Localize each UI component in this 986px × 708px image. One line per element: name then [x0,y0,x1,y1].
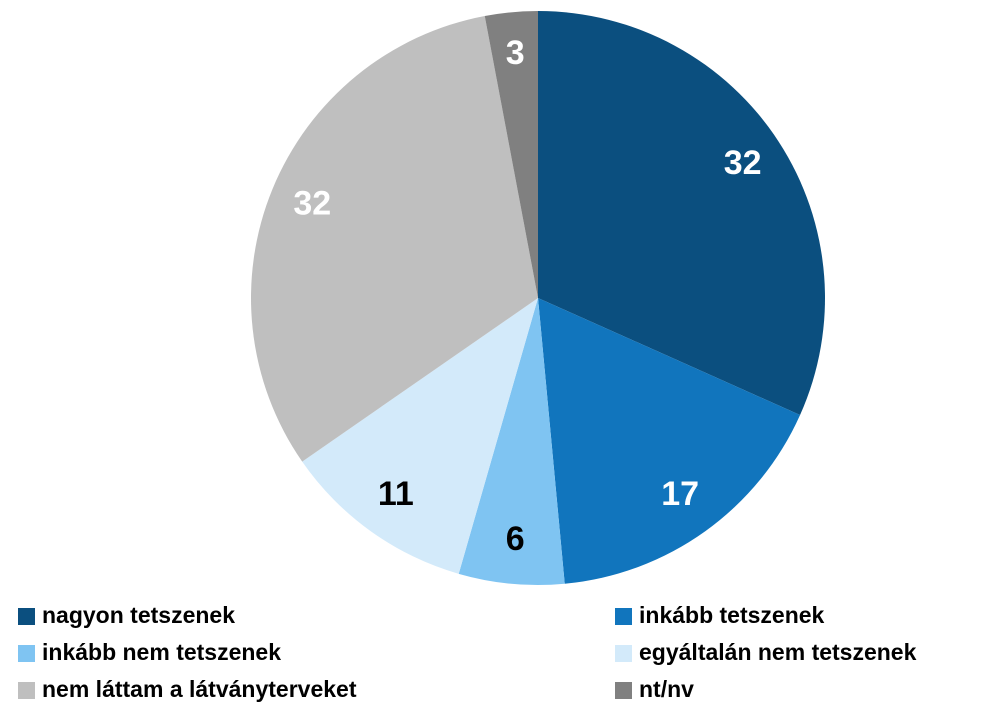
slice-label: 3 [506,34,525,72]
slice-label: 17 [661,475,699,513]
legend-label: inkább tetszenek [639,602,825,628]
legend-swatch [615,608,632,625]
slice-label: 11 [378,475,414,513]
legend-label: nt/nv [639,676,694,702]
pie-slice [538,11,825,416]
pie-slice [484,11,538,298]
legend-swatch [18,645,35,662]
pie-slice [458,298,565,585]
legend-label: nagyon tetszenek [42,602,235,628]
legend-swatch [18,608,35,625]
legend-label: egyáltalán nem tetszenek [639,639,917,665]
slice-label: 32 [293,185,331,223]
slice-label: 6 [506,520,525,558]
legend-swatch [18,682,35,699]
slice-label: 32 [724,144,762,182]
legend-swatch [615,645,632,662]
pie-slice [538,298,801,584]
pie-slice [251,15,538,462]
legend-label: inkább nem tetszenek [42,639,281,665]
legend-swatch [615,682,632,699]
pie-slice [302,298,538,574]
legend-label: nem láttam a látványterveket [42,676,357,702]
